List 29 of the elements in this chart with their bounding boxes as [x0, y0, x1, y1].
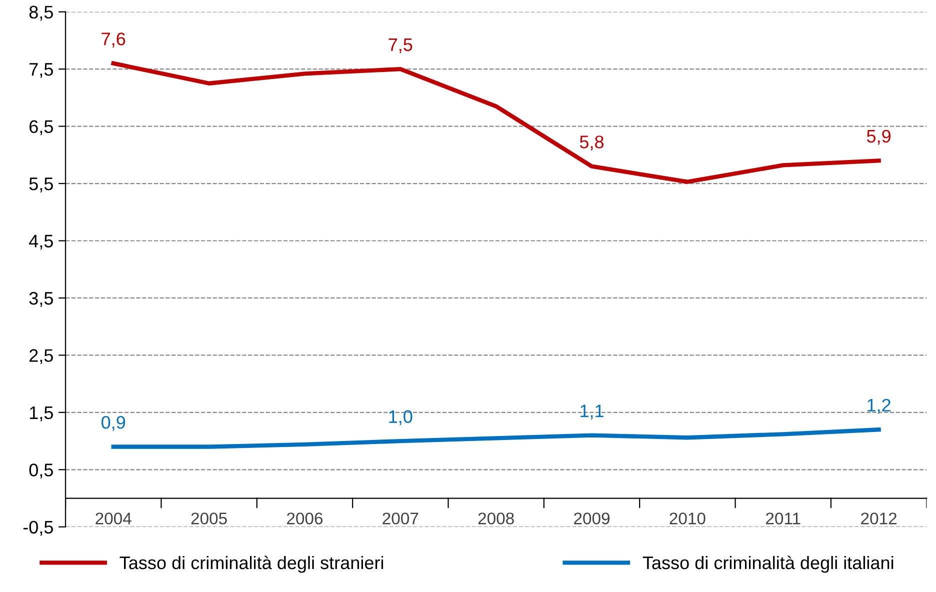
x-tick-label: 2011 — [766, 512, 800, 524]
y-tick-label: 0,5 — [29, 464, 53, 479]
legend-label: Tasso di criminalità degli italiani — [642, 556, 894, 573]
data-label: 5,8 — [580, 136, 604, 150]
data-label: 0,9 — [102, 416, 126, 431]
data-label: 5,9 — [866, 130, 890, 145]
y-tick-label: 1,5 — [30, 406, 53, 422]
y-tick-label: 7,5 — [30, 63, 53, 78]
x-tick-label: 2005 — [191, 512, 227, 524]
data-label: 1,2 — [868, 398, 890, 414]
x-tick-label: 2012 — [861, 512, 897, 524]
y-tick-label: 2,5 — [30, 349, 53, 364]
x-tick-label: 2009 — [574, 512, 610, 524]
x-tick-label: 2006 — [287, 512, 323, 524]
x-tick-label: 2008 — [478, 512, 514, 524]
x-tick-label: 2010 — [670, 512, 706, 524]
y-tick-label: 4,5 — [29, 234, 53, 250]
data-label: 1,1 — [580, 404, 604, 420]
x-tick-label: 2007 — [382, 512, 418, 524]
y-tick-label: 8,5 — [29, 6, 53, 21]
y-tick-label: -0,5 — [23, 520, 53, 536]
data-label: 1,0 — [389, 410, 412, 426]
y-tick-label: 6,5 — [30, 120, 53, 136]
y-tick-label: 3,5 — [29, 292, 53, 307]
legend-label: Tasso di criminalità degli stranieri — [120, 556, 384, 573]
x-tick-label: 2004 — [96, 512, 132, 524]
data-label: 7,5 — [388, 38, 412, 54]
y-tick-label: 5,5 — [29, 178, 53, 192]
data-label: 7,6 — [102, 32, 126, 48]
